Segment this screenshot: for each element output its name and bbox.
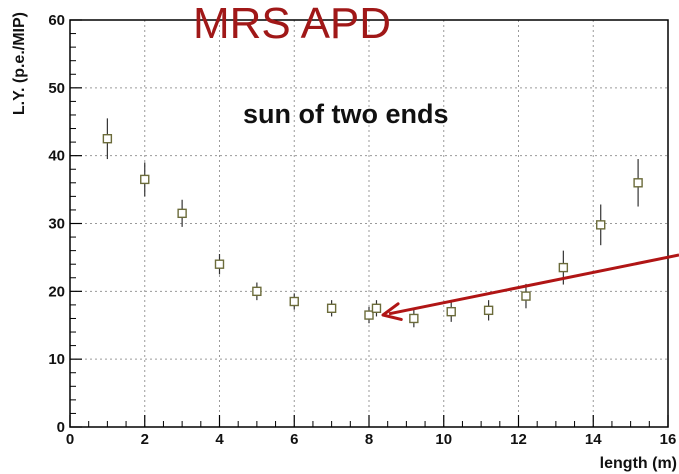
point-marker xyxy=(633,178,643,188)
arrow-head xyxy=(381,302,403,321)
y-tick-label: 30 xyxy=(48,216,65,233)
data-point xyxy=(633,159,643,207)
y-tick-label: 50 xyxy=(48,80,65,97)
chart-annotation: sun of two ends xyxy=(243,99,449,129)
x-tick-label: 10 xyxy=(435,431,452,448)
point-marker xyxy=(521,291,531,301)
data-point xyxy=(446,301,456,322)
x-tick-label: 16 xyxy=(660,431,677,448)
y-tick-label: 20 xyxy=(48,283,65,300)
data-point xyxy=(102,118,113,160)
y-tick-label: 0 xyxy=(57,419,65,436)
data-point xyxy=(214,254,225,275)
x-tick-label: 8 xyxy=(365,431,373,448)
point-marker xyxy=(177,208,187,219)
x-tick-label: 2 xyxy=(141,431,149,448)
chart-title: MRS APD xyxy=(193,0,391,48)
point-marker xyxy=(409,313,419,324)
point-marker xyxy=(483,305,494,316)
point-marker xyxy=(289,296,299,307)
x-tick-label: 0 xyxy=(66,431,74,448)
arrow-shaft xyxy=(388,253,679,316)
point-marker xyxy=(252,286,262,297)
data-points xyxy=(102,118,643,328)
data-point xyxy=(326,300,337,317)
data-point xyxy=(409,309,419,328)
axis-ticks xyxy=(69,19,669,428)
data-point xyxy=(177,199,187,227)
x-tick-label: 14 xyxy=(585,431,602,448)
y-axis-label: L.Y. (p.e./MIP) xyxy=(11,12,28,115)
y-tick-label: 10 xyxy=(48,351,65,368)
point-marker xyxy=(364,310,374,320)
point-marker xyxy=(140,174,150,185)
x-tick-label: 6 xyxy=(290,431,298,448)
tick-labels: 0 2 4 6 8 10 12 14 16 0 10 20 30 40 50 60 xyxy=(48,12,676,448)
point-marker xyxy=(214,259,225,269)
data-point xyxy=(596,204,606,246)
data-point xyxy=(140,162,150,197)
y-tick-label: 60 xyxy=(48,12,65,29)
x-tick-label: 12 xyxy=(510,431,527,448)
point-marker xyxy=(371,303,382,313)
point-marker xyxy=(446,306,456,317)
data-point xyxy=(289,293,299,310)
point-marker xyxy=(102,134,113,144)
y-tick-label: 40 xyxy=(48,148,65,165)
annotation-arrow xyxy=(381,253,679,321)
data-point xyxy=(364,306,374,324)
x-axis-label: length (m) xyxy=(600,455,677,472)
data-point xyxy=(371,300,382,317)
x-tick-label: 4 xyxy=(215,431,224,448)
point-marker xyxy=(326,303,337,313)
data-point xyxy=(483,300,494,321)
point-marker xyxy=(558,262,569,273)
grid xyxy=(70,20,668,427)
point-marker xyxy=(596,220,606,230)
data-point xyxy=(252,282,262,301)
